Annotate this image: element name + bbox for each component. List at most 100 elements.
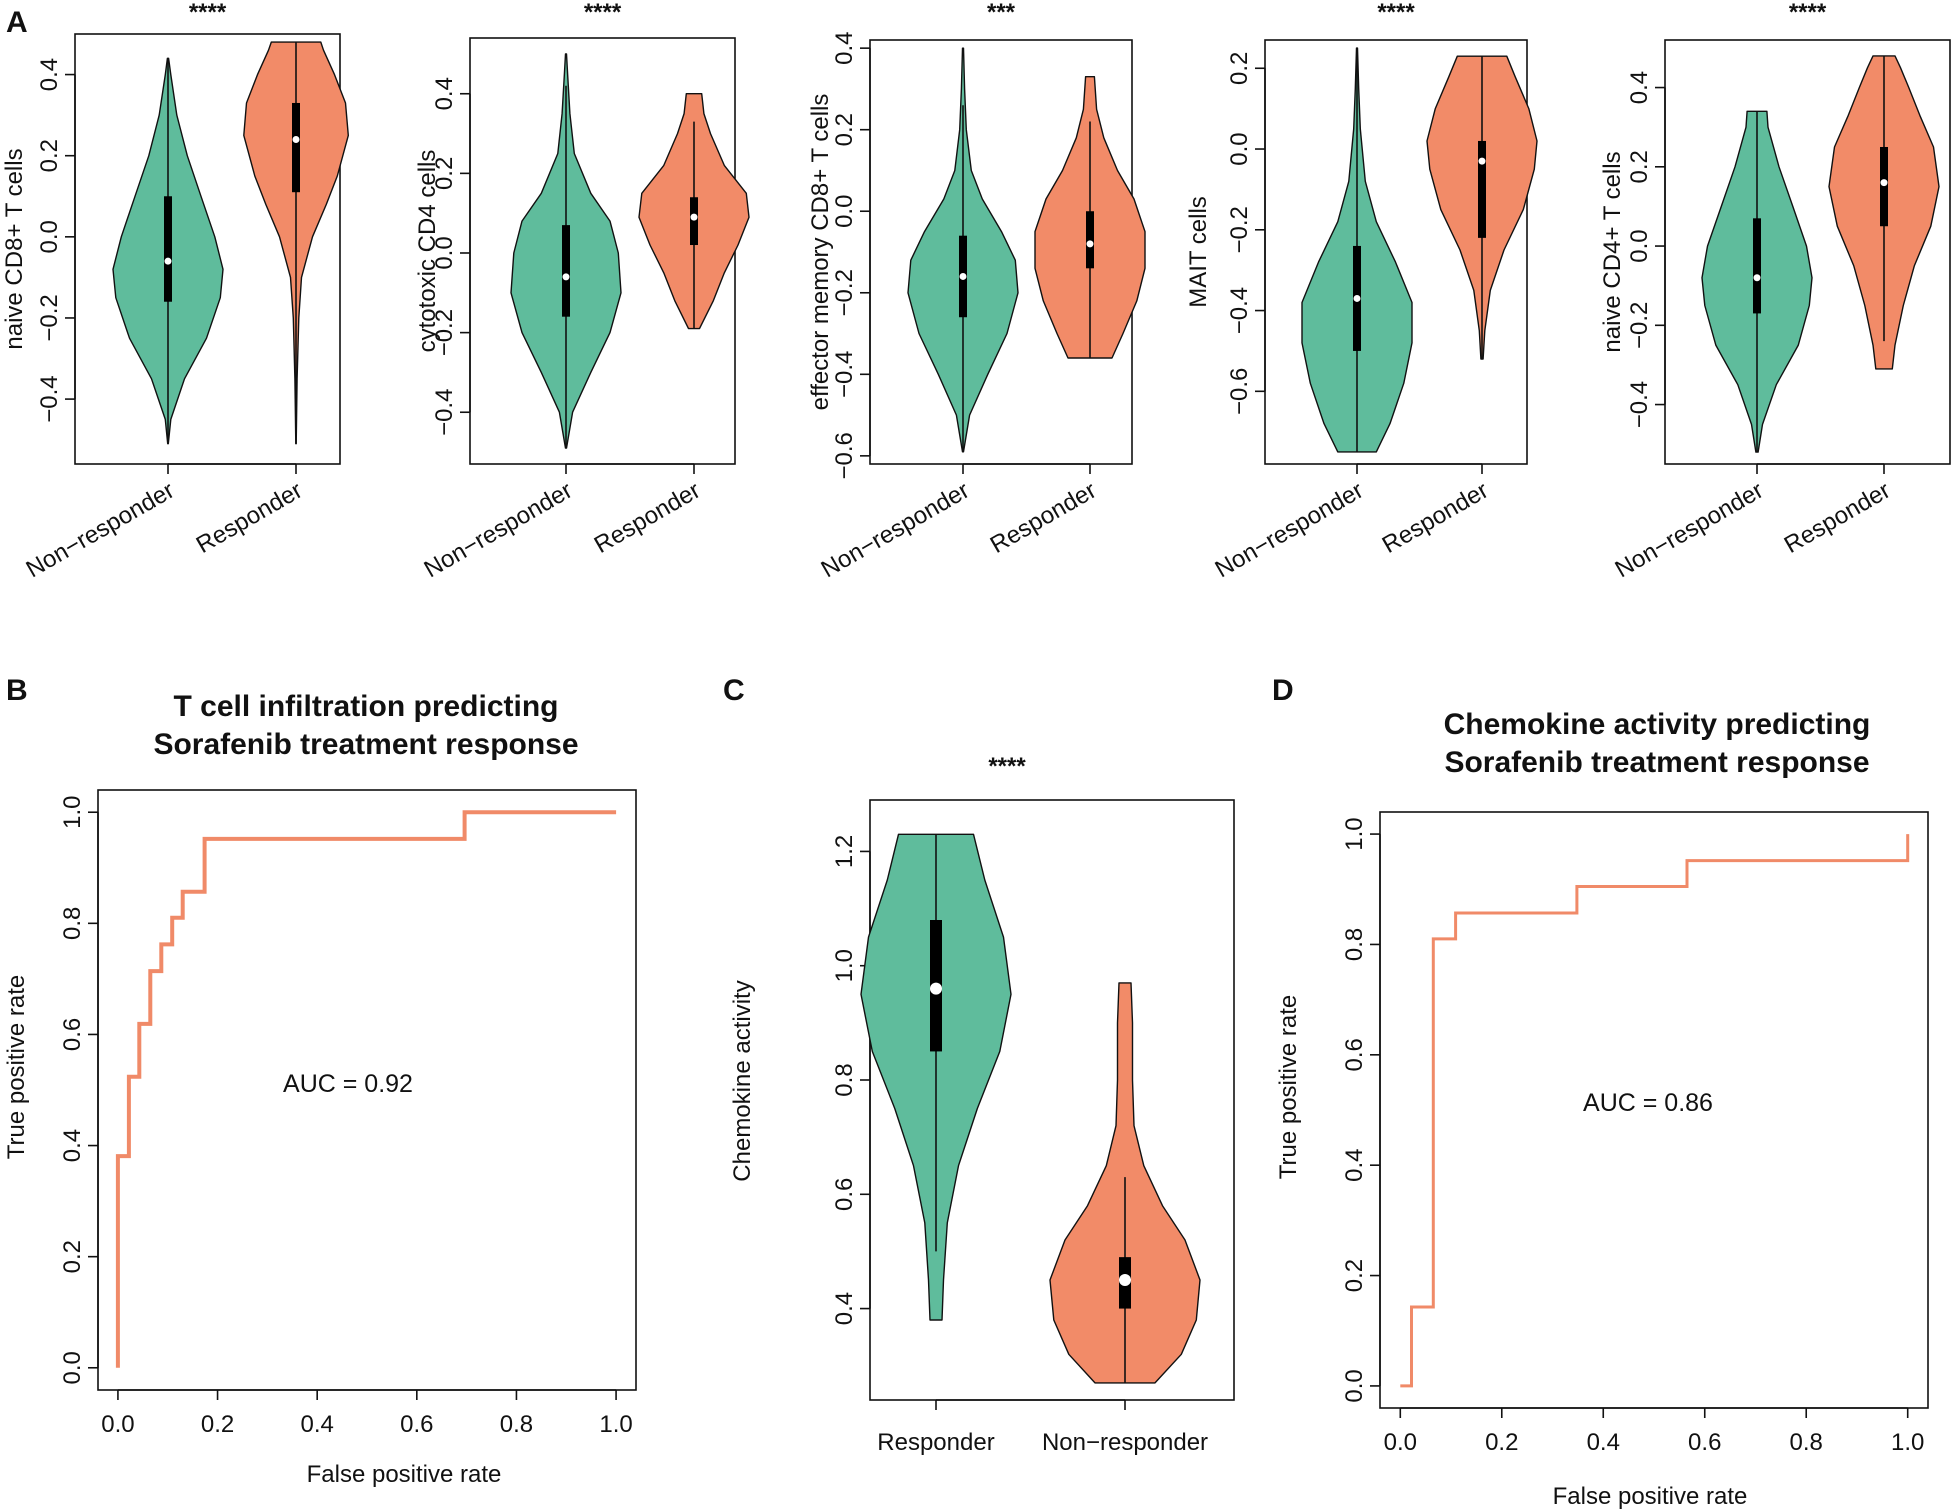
panel-a5-ytick-label: −0.4 (1626, 381, 1653, 428)
panel-a5-ylabel: naive CD4+ T cells (1599, 151, 1626, 352)
panel-c-ytick-label: 0.6 (831, 1178, 858, 1211)
panel-a2-ytick-label: 0.2 (431, 157, 458, 190)
median-dot-a5-1 (1880, 179, 1888, 187)
panel-d-xtick-label: 0.8 (1790, 1429, 1823, 1456)
panel-b-ytick-label: 0.6 (59, 1018, 86, 1051)
category-label-c-1: Non−responder (1042, 1429, 1208, 1456)
median-dot-a2-0 (562, 273, 570, 281)
median-dot-a4-0 (1353, 294, 1361, 302)
panel-c-ytick-label: 1.2 (831, 835, 858, 868)
panel-b-ytick-label: 0.4 (59, 1129, 86, 1162)
panel-a3-ytick-label: −0.2 (831, 269, 858, 316)
panel-d-ylabel: True positive rate (1275, 995, 1302, 1180)
panel-d-xtick-label: 0.2 (1485, 1429, 1518, 1456)
panel-d-ytick-label: 0.4 (1341, 1148, 1368, 1181)
panel-letter-a: A (6, 6, 28, 39)
panel-a2-stars: **** (584, 0, 622, 26)
panel-a4-ylabel: MAIT cells (1185, 196, 1212, 308)
panel-a5-ytick-label: 0.0 (1626, 229, 1653, 262)
box-a2-1 (690, 197, 698, 246)
panel-c-stars: **** (988, 753, 1026, 780)
panel-d-title-line1: Chemokine activity predicting (1444, 708, 1871, 741)
panel-b-xtick-label: 0.8 (500, 1411, 533, 1438)
box-a1-1 (292, 102, 300, 193)
panel-a3-stars: *** (987, 0, 1016, 26)
panel-letter-d: D (1272, 674, 1294, 707)
panel-b-xlabel: False positive rate (307, 1461, 502, 1488)
panel-a1-ytick-label: 0.0 (36, 220, 63, 253)
panel-b-xtick-label: 0.4 (300, 1411, 333, 1438)
panel-b-ytick-label: 0.8 (59, 907, 86, 940)
panel-a1-ylabel: naive CD8+ T cells (1, 148, 28, 349)
panel-a5-ytick-label: 0.4 (1626, 71, 1653, 104)
panel-a5-ytick-label: −0.2 (1626, 302, 1653, 349)
panel-a4-ytick-label: 0.0 (1226, 132, 1253, 165)
box-a1-0 (164, 196, 172, 302)
roc-curve-d (1400, 834, 1910, 1388)
panel-b-ylabel: True positive rate (3, 975, 30, 1160)
panel-b-auc-text: AUC = 0.92 (283, 1070, 413, 1098)
panel-a3-ytick-label: 0.2 (831, 113, 858, 146)
panel-b-xtick-label: 0.6 (400, 1411, 433, 1438)
panel-a2-ylabel: cytotoxic CD4 cells (414, 150, 441, 353)
panel-a1-ytick-label: 0.4 (36, 58, 63, 91)
panel-d-auc-text: AUC = 0.86 (1583, 1089, 1713, 1117)
box-a5-0 (1753, 218, 1761, 314)
median-dot-a2-1 (690, 213, 698, 221)
panel-b-xtick-label: 0.0 (101, 1411, 134, 1438)
panel-a1-stars: **** (189, 0, 227, 26)
panel-b-ytick-label: 0.2 (59, 1240, 86, 1273)
median-dot-c-0 (930, 982, 942, 995)
panel-letter-c: C (723, 674, 745, 707)
panel-a4-ytick-label: 0.2 (1226, 52, 1253, 85)
panel-b-xtick-label: 0.2 (201, 1411, 234, 1438)
median-dot-a1-0 (164, 257, 172, 265)
panel-b-title-line2: Sorafenib treatment response (153, 728, 578, 761)
panel-c-ylabel: Chemokine activity (729, 980, 756, 1181)
median-dot-a5-0 (1753, 274, 1761, 282)
panel-d-xtick-label: 0.6 (1688, 1429, 1721, 1456)
panel-b-title-line1: T cell infiltration predicting (173, 690, 558, 723)
panel-a2-ytick-label: 0.4 (431, 77, 458, 110)
panel-a1-ytick-label: 0.2 (36, 139, 63, 172)
panel-a5-ytick-label: 0.2 (1626, 150, 1653, 183)
panel-a5-stars: **** (1789, 0, 1827, 26)
panel-a4-ytick-label: −0.2 (1226, 206, 1253, 253)
panel-d-xtick-label: 1.0 (1891, 1429, 1924, 1456)
panel-a2-ytick-label: −0.4 (431, 389, 458, 436)
panel-b-ytick-label: 0.0 (59, 1351, 86, 1384)
box-a5-1 (1880, 146, 1888, 227)
box-a2-0 (562, 225, 570, 317)
panel-letter-b: B (6, 674, 28, 707)
median-dot-a3-0 (959, 272, 967, 280)
median-dot-a1-1 (292, 135, 300, 143)
box-a3-1 (1086, 211, 1094, 269)
panel-d-ytick-label: 0.6 (1341, 1038, 1368, 1071)
category-label-c-0: Responder (877, 1429, 994, 1456)
panel-d-xtick-label: 0.4 (1587, 1429, 1620, 1456)
panel-d-title-line2: Sorafenib treatment response (1444, 746, 1869, 779)
panel-a1-ytick-label: −0.4 (36, 375, 63, 422)
panel-a3-ytick-label: 0.0 (831, 195, 858, 228)
panel-b-xtick-label: 1.0 (599, 1411, 632, 1438)
median-dot-a3-1 (1086, 240, 1094, 248)
panel-d-xtick-label: 0.0 (1384, 1429, 1417, 1456)
panel-d-ytick-label: 0.8 (1341, 928, 1368, 961)
panel-a3-ylabel: effector memory CD8+ T cells (807, 94, 834, 411)
panel-a4-stars: **** (1377, 0, 1415, 26)
panel-c-ytick-label: 1.0 (831, 949, 858, 982)
panel-d-ytick-label: 0.2 (1341, 1259, 1368, 1292)
panel-a1-ytick-label: −0.2 (36, 294, 63, 341)
panel-a3-ytick-label: −0.4 (831, 351, 858, 398)
panel-d-ytick-label: 0.0 (1341, 1369, 1368, 1402)
panel-b-ytick-label: 1.0 (59, 796, 86, 829)
median-dot-c-1 (1119, 1274, 1131, 1286)
panel-a3-ytick-label: 0.4 (831, 31, 858, 64)
panel-a4-ytick-label: −0.4 (1226, 287, 1253, 334)
panel-c-ytick-label: 0.8 (831, 1063, 858, 1096)
panel-c-ytick-label: 0.4 (831, 1292, 858, 1325)
panel-a2-ytick-label: 0.0 (431, 236, 458, 269)
panel-a4-ytick-label: −0.6 (1226, 368, 1253, 415)
panel-a2-ytick-label: −0.2 (431, 309, 458, 356)
